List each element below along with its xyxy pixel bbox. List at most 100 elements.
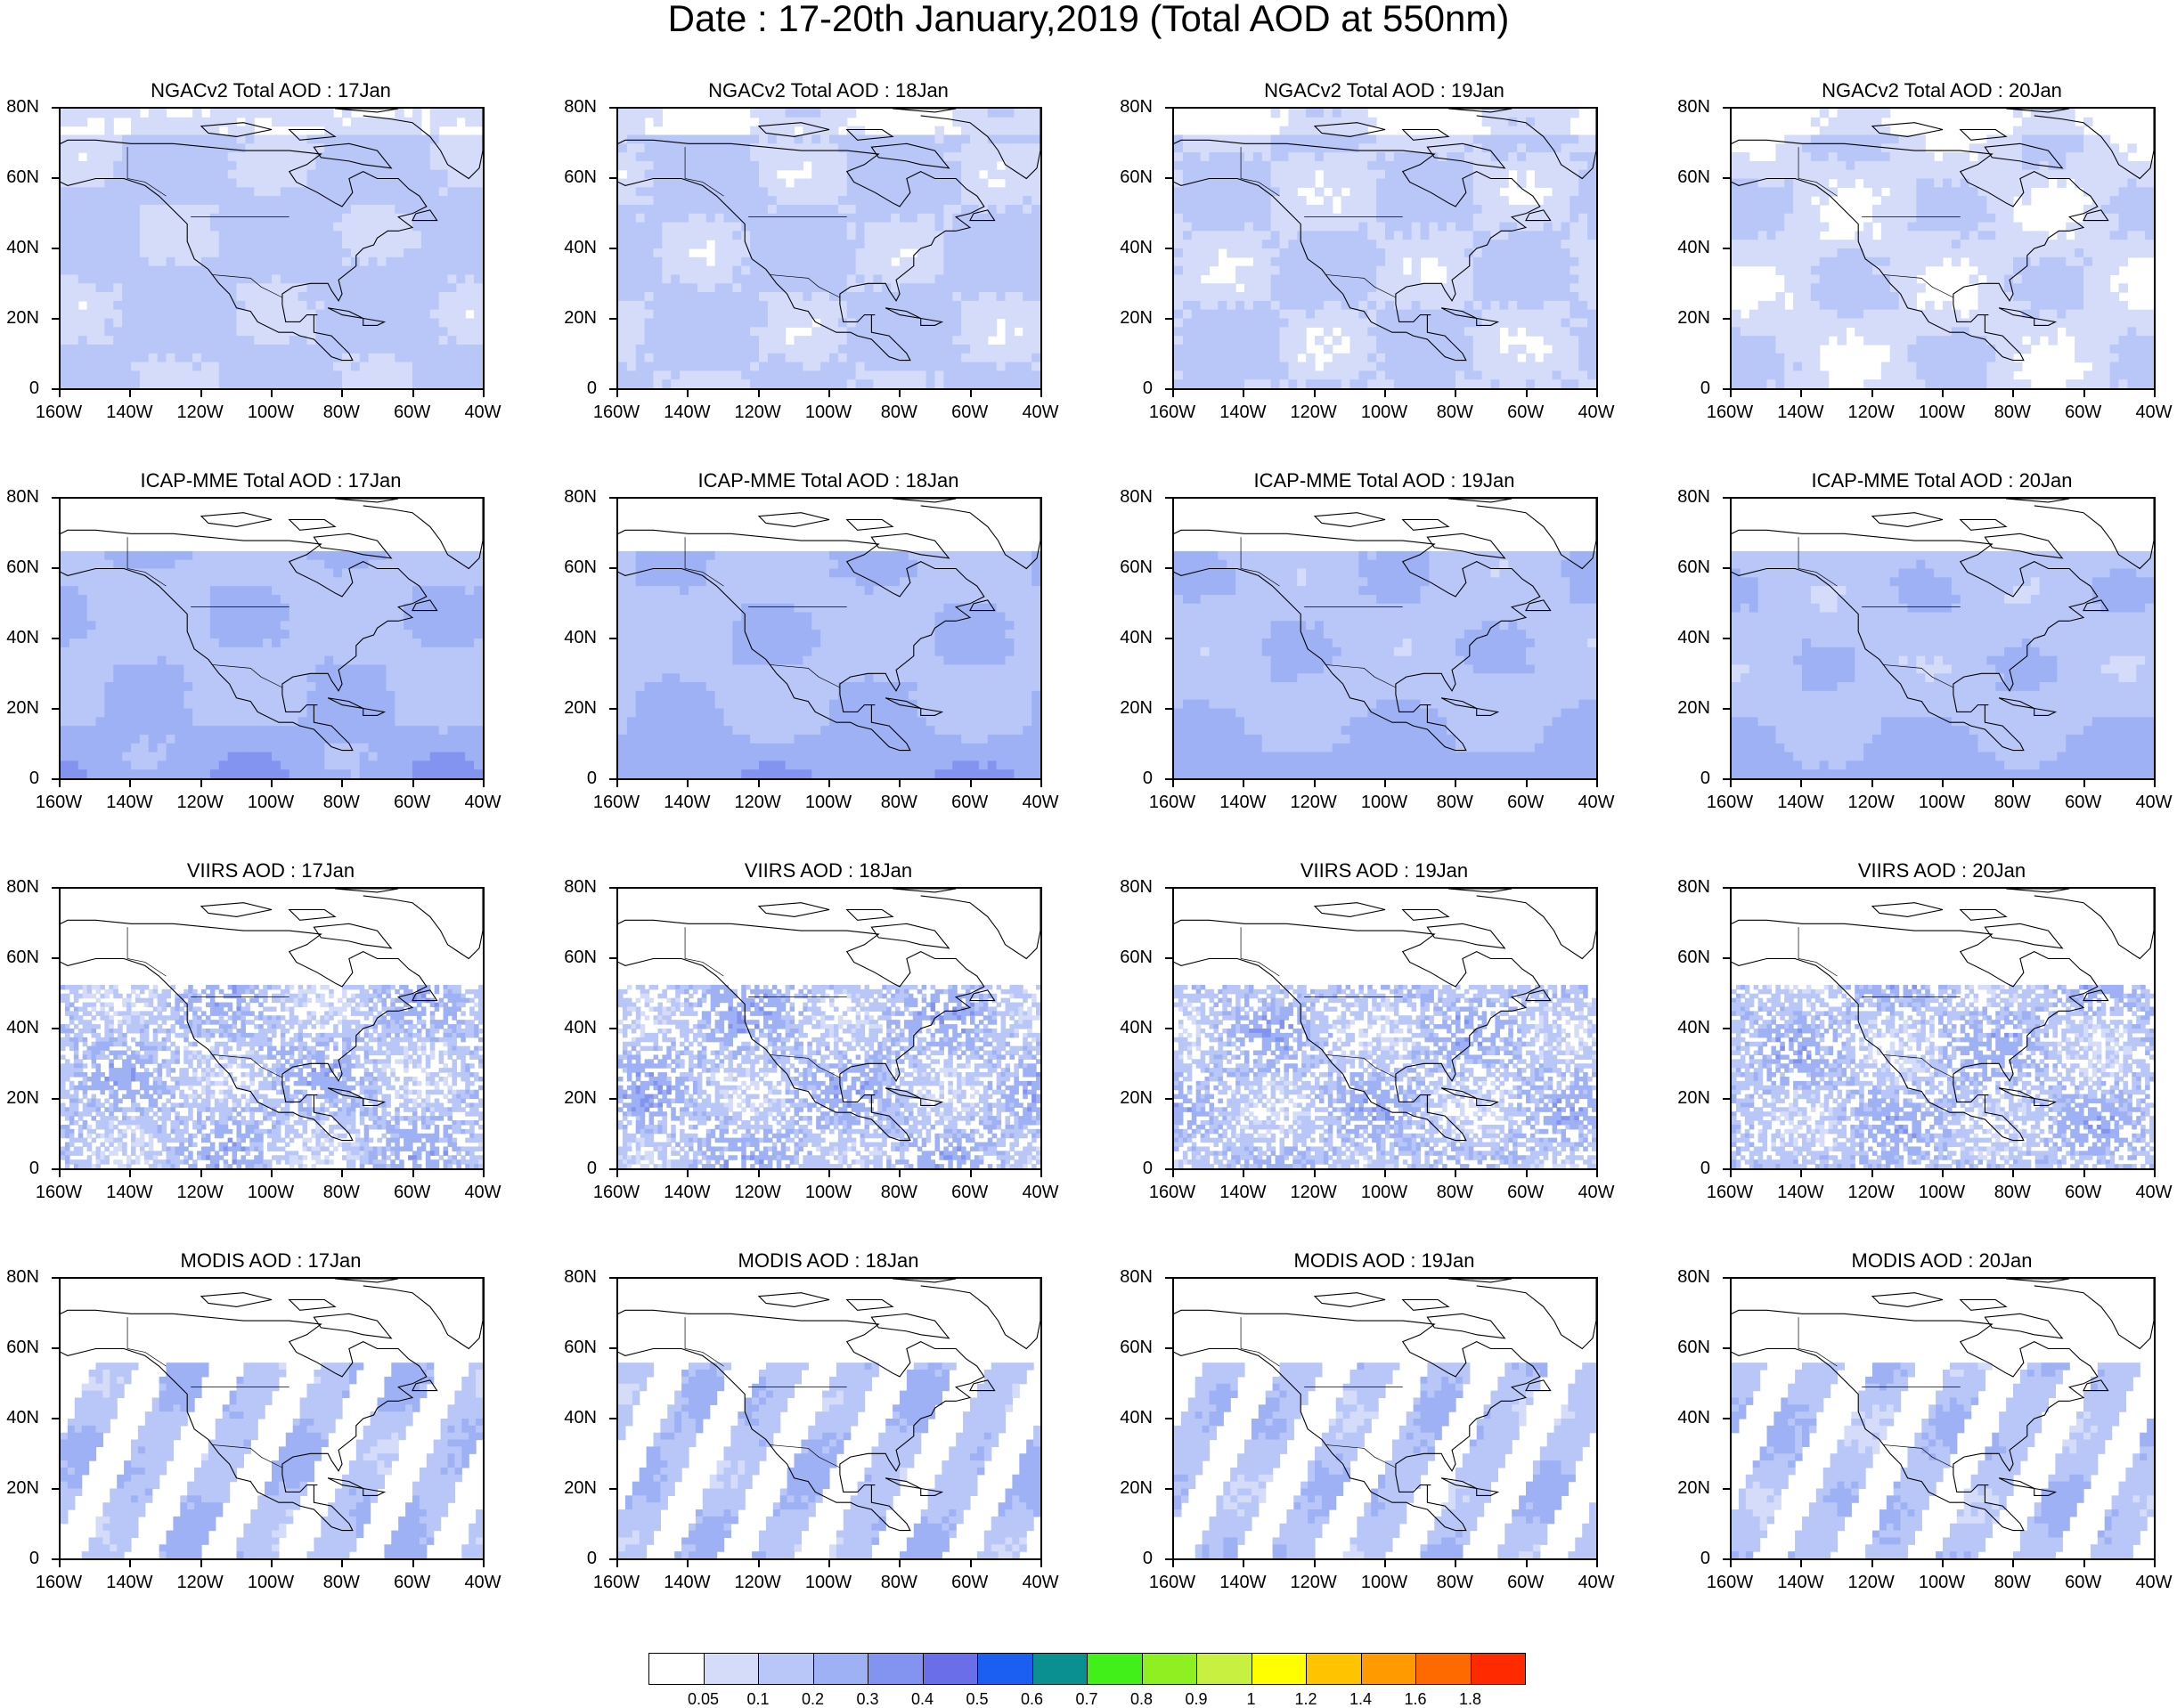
lat-tick-label: 80N — [1671, 98, 1710, 116]
lon-tick-label: 160W — [1141, 1573, 1203, 1592]
lon-tick — [1243, 390, 1245, 397]
lat-tick — [52, 1028, 59, 1029]
lon-tick-label: 140W — [98, 403, 160, 422]
lat-tick — [609, 1347, 616, 1349]
lat-tick-label: 80N — [1113, 1268, 1153, 1286]
map-area — [616, 887, 1042, 1170]
lon-tick — [1871, 1170, 1873, 1177]
lat-tick — [52, 388, 59, 390]
lat-tick — [609, 107, 616, 109]
lon-tick — [1942, 1560, 1944, 1567]
lat-tick — [1165, 1277, 1172, 1279]
lon-tick — [1243, 780, 1245, 787]
lat-tick-label: 60N — [1113, 1338, 1153, 1356]
lon-tick — [1384, 1560, 1386, 1567]
lon-tick — [687, 1170, 689, 1177]
lat-tick-label: 60N — [558, 168, 597, 186]
lat-tick — [52, 887, 59, 889]
lat-tick — [52, 638, 59, 639]
colorbar-swatch — [1087, 1653, 1143, 1685]
lon-tick-label: 100W — [1911, 793, 1973, 812]
colorbar-label: 0.9 — [1174, 1690, 1219, 1708]
lat-tick-label: 80N — [1671, 488, 1710, 506]
coastline — [1732, 499, 2154, 752]
lon-tick-label: 160W — [585, 793, 648, 812]
lon-tick-label: 160W — [1699, 1183, 1761, 1202]
lon-tick — [1800, 390, 1803, 397]
lon-tick — [59, 390, 61, 397]
lon-tick — [129, 780, 132, 787]
lat-tick — [52, 957, 59, 959]
lat-tick-label: 20N — [1671, 309, 1710, 327]
lat-tick — [52, 567, 59, 569]
panel-title: ICAP-MME Total AOD : 18Jan — [584, 470, 1072, 492]
lat-tick-label: 0 — [558, 379, 597, 397]
lon-tick — [1243, 1170, 1245, 1177]
panel-title: NGACv2 Total AOD : 18Jan — [584, 80, 1072, 102]
lat-tick — [1165, 1418, 1172, 1419]
lon-tick-label: 80W — [868, 1573, 930, 1592]
panel-title: MODIS AOD : 18Jan — [584, 1250, 1072, 1272]
lat-tick — [1723, 1098, 1730, 1100]
map-panel: NGACv2 Total AOD : 17Jan 80N 60N 40N 20N 0 160… — [0, 80, 501, 454]
lat-tick-label: 60N — [0, 558, 39, 576]
lon-tick-label: 80W — [310, 403, 372, 422]
lon-tick-label: 100W — [1353, 403, 1415, 422]
lat-tick-label: 60N — [1671, 1338, 1710, 1356]
lat-tick — [1723, 778, 1730, 780]
aod-field — [618, 984, 1040, 1168]
lon-tick-label: 100W — [240, 1183, 302, 1202]
map-panel: MODIS AOD : 19Jan 80N 60N 40N 20N 0 160W 140W 12… — [1113, 1250, 1614, 1624]
lon-tick-label: 120W — [1283, 793, 1345, 812]
lon-tick — [1942, 780, 1944, 787]
aod-map — [1174, 499, 1596, 778]
lon-tick-label: 80W — [1981, 1183, 2043, 1202]
lon-tick — [59, 1560, 61, 1567]
lon-tick — [1942, 390, 1944, 397]
lat-tick-label: 20N — [1113, 309, 1153, 327]
lon-tick — [687, 780, 689, 787]
lat-tick-label: 80N — [0, 1268, 39, 1286]
lat-tick — [1723, 1558, 1730, 1560]
lat-tick — [1165, 638, 1172, 639]
lat-tick — [1165, 248, 1172, 249]
map-area — [1730, 1277, 2156, 1560]
lon-tick — [483, 1170, 485, 1177]
aod-map — [1174, 889, 1596, 1168]
aod-map — [1732, 889, 2154, 1168]
lat-tick — [609, 887, 616, 889]
aod-field — [61, 984, 483, 1168]
lon-tick — [1455, 1170, 1457, 1177]
lat-tick-label: 80N — [558, 878, 597, 896]
lon-tick — [1525, 1560, 1528, 1567]
lat-tick-label: 40N — [1671, 629, 1710, 647]
lon-tick — [969, 780, 972, 787]
lon-tick-label: 140W — [656, 403, 718, 422]
aod-map — [1174, 1279, 1596, 1558]
panel-title: ICAP-MME Total AOD : 20Jan — [1698, 470, 2177, 492]
map-area — [59, 497, 485, 780]
lon-tick-label: 60W — [1495, 793, 1557, 812]
lat-tick-label: 60N — [558, 948, 597, 966]
lon-tick-label: 60W — [939, 1573, 1001, 1592]
colorbar-swatch — [812, 1653, 868, 1685]
aod-map — [61, 499, 483, 778]
lat-tick — [1165, 1168, 1172, 1170]
lon-tick — [341, 780, 344, 787]
aod-map — [618, 109, 1040, 388]
aod-map — [618, 889, 1040, 1168]
lat-tick-label: 60N — [0, 1338, 39, 1356]
map-area — [1730, 107, 2156, 390]
coastline — [1174, 109, 1596, 362]
lon-tick-label: 80W — [1423, 793, 1486, 812]
lon-tick-label: 140W — [98, 1573, 160, 1592]
lat-tick — [1723, 887, 1730, 889]
lat-tick-label: 60N — [0, 168, 39, 186]
lat-tick — [1723, 107, 1730, 109]
lon-tick — [271, 1560, 273, 1567]
lat-tick — [1165, 1558, 1172, 1560]
lon-tick-label: 60W — [2052, 793, 2115, 812]
lat-tick-label: 60N — [1671, 558, 1710, 576]
colorbar-swatch — [1415, 1653, 1472, 1685]
lon-tick — [899, 1560, 901, 1567]
